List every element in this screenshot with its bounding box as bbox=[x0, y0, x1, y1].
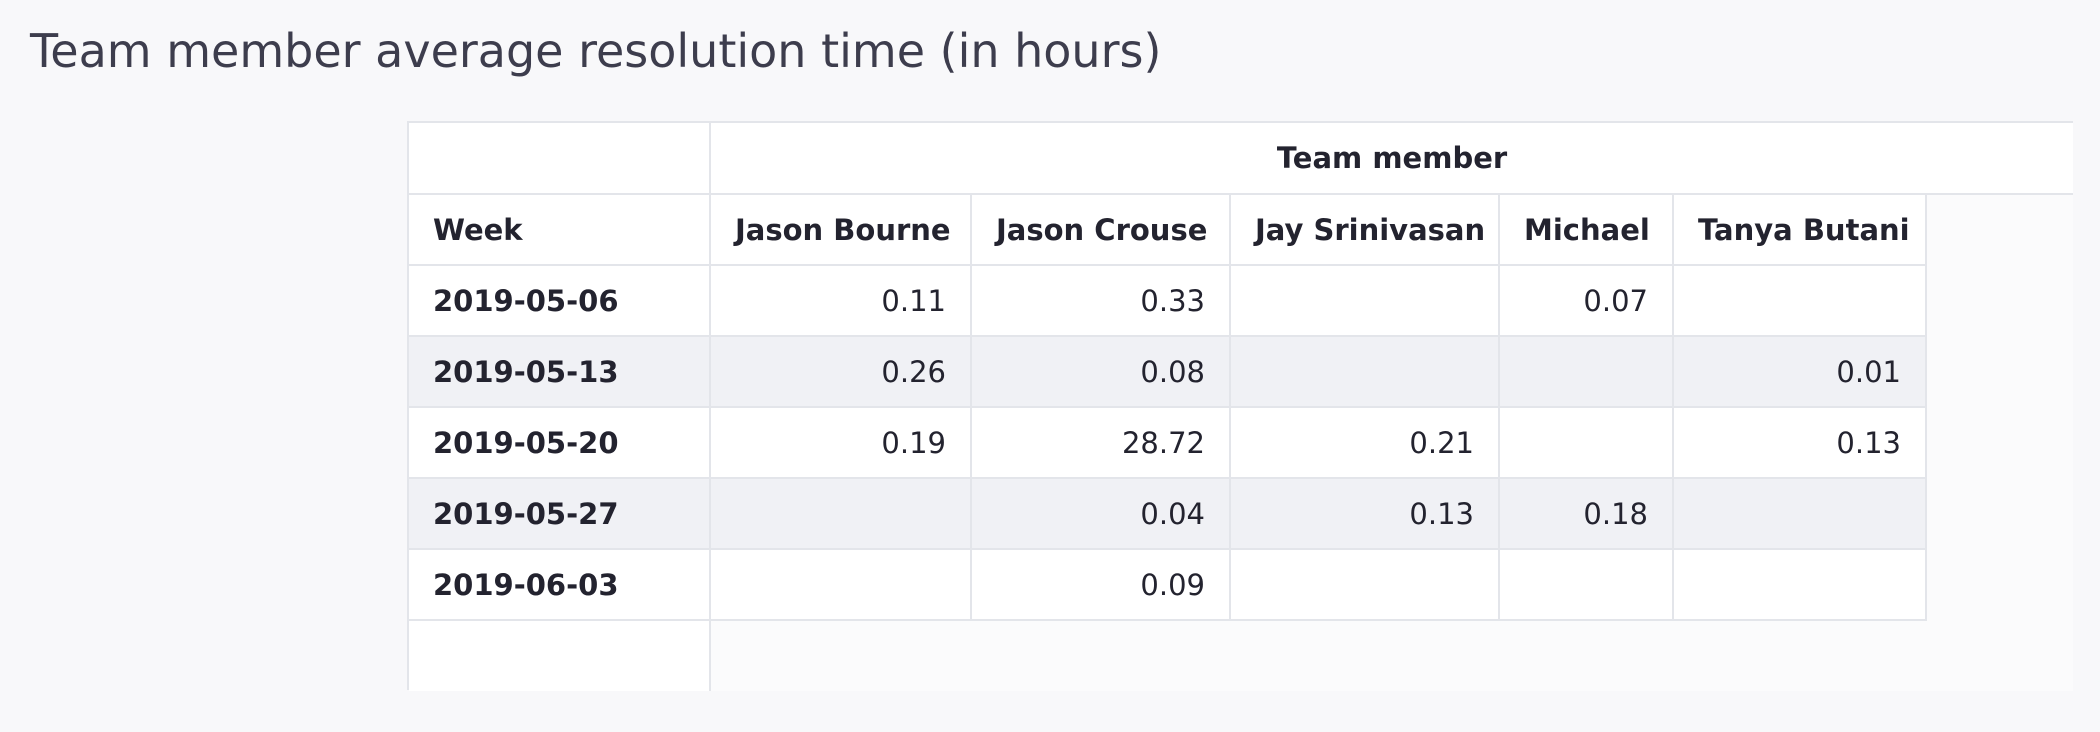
week-cell: 2019-05-13 bbox=[409, 335, 711, 408]
corner-cell bbox=[409, 123, 711, 195]
value-cell bbox=[1229, 548, 1500, 621]
value-cell: 0.11 bbox=[709, 264, 972, 337]
column-header: Week bbox=[409, 193, 711, 266]
data-row: 2019-05-13 0.26 0.08 0.01 bbox=[409, 335, 2074, 408]
column-header-row: Week Jason Bourne Jason Crouse Jay Srinivas… bbox=[409, 193, 2074, 266]
value-cell bbox=[709, 548, 972, 621]
value-cell bbox=[1498, 335, 1674, 408]
week-cell: 2019-05-06 bbox=[409, 264, 711, 337]
empty-cell bbox=[710, 620, 2074, 691]
empty-cell bbox=[409, 620, 711, 691]
empty-cell bbox=[1924, 194, 2074, 265]
empty-cell bbox=[1924, 407, 2074, 478]
data-row: 2019-05-27 0.04 0.13 0.18 bbox=[409, 477, 2074, 550]
value-cell bbox=[1672, 264, 1927, 337]
value-cell: 0.21 bbox=[1229, 406, 1500, 479]
table-frame: Team member Week Jason Bourne Jason Crouse… bbox=[407, 121, 2074, 691]
group-header-row: Team member bbox=[409, 123, 2074, 195]
value-cell: 0.01 bbox=[1672, 335, 1927, 408]
data-row: 2019-06-03 0.09 bbox=[409, 548, 2074, 621]
data-row: 2019-05-20 0.19 28.72 0.21 0.13 bbox=[409, 406, 2074, 479]
empty-cell bbox=[1924, 265, 2074, 336]
group-header: Team member bbox=[708, 123, 2074, 195]
value-cell: 0.07 bbox=[1498, 264, 1674, 337]
data-row: 2019-05-06 0.11 0.33 0.07 bbox=[409, 264, 2074, 337]
value-cell bbox=[1672, 477, 1927, 550]
value-cell: 0.04 bbox=[970, 477, 1231, 550]
value-cell: 0.13 bbox=[1229, 477, 1500, 550]
empty-row bbox=[409, 620, 2074, 691]
week-cell: 2019-05-20 bbox=[409, 406, 711, 479]
value-cell bbox=[1229, 335, 1500, 408]
page-title: Team member average resolution time (in … bbox=[30, 24, 1162, 78]
value-cell: 0.08 bbox=[970, 335, 1231, 408]
value-cell: 0.26 bbox=[709, 335, 972, 408]
value-cell bbox=[1498, 406, 1674, 479]
column-header: Jason Crouse bbox=[970, 193, 1231, 266]
value-cell bbox=[709, 477, 972, 550]
value-cell: 0.19 bbox=[709, 406, 972, 479]
column-header: Michael bbox=[1498, 193, 1674, 266]
column-header: Jason Bourne bbox=[709, 193, 972, 266]
value-cell: 0.13 bbox=[1672, 406, 1927, 479]
week-cell: 2019-05-27 bbox=[409, 477, 711, 550]
table-body: Team member Week Jason Bourne Jason Crouse… bbox=[409, 123, 2074, 691]
empty-cell bbox=[1924, 336, 2074, 407]
value-cell: 0.18 bbox=[1498, 477, 1674, 550]
data-table: Team member Week Jason Bourne Jason Crouse… bbox=[409, 123, 2074, 691]
column-header: Jay Srinivasan bbox=[1229, 193, 1500, 266]
week-cell: 2019-06-03 bbox=[409, 548, 711, 621]
value-cell: 28.72 bbox=[970, 406, 1231, 479]
empty-cell bbox=[1924, 478, 2074, 549]
value-cell bbox=[1229, 264, 1500, 337]
column-header: Tanya Butani bbox=[1672, 193, 1927, 266]
value-cell bbox=[1672, 548, 1927, 621]
empty-cell bbox=[1924, 549, 2074, 620]
value-cell bbox=[1498, 548, 1674, 621]
value-cell: 0.33 bbox=[970, 264, 1231, 337]
value-cell: 0.09 bbox=[970, 548, 1231, 621]
